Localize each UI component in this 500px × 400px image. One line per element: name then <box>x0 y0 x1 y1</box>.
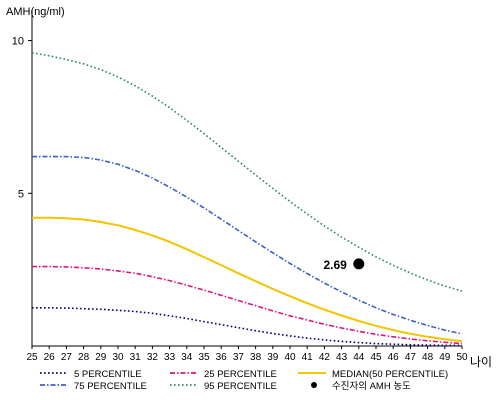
patient-amh-value-label: 2.69 <box>323 258 347 272</box>
x-tick-label-43: 43 <box>336 352 348 363</box>
x-tick-label-40: 40 <box>284 352 296 363</box>
legend-label--amh-: 수진자의 AMH 농도 <box>332 381 411 392</box>
x-tick-label-47: 47 <box>405 352 417 363</box>
x-tick-label-28: 28 <box>78 352 90 363</box>
x-tick-label-34: 34 <box>181 352 193 363</box>
legend: 5 PERCENTILE 25 PERCENTILE MEDIAN(50 PERCE… <box>40 369 448 392</box>
x-tick-label-49: 49 <box>439 352 451 363</box>
x-tick-label-25: 25 <box>26 352 38 363</box>
legend-label-75-percentile: 75 PERCENTILE <box>74 381 147 392</box>
patient-marker-group: 2.69 <box>323 258 365 272</box>
x-tick-label-50: 50 <box>456 352 468 363</box>
series-lines <box>31 52 463 347</box>
x-tick-label-31: 31 <box>130 352 142 363</box>
legend-marker-patient <box>311 382 317 388</box>
axes <box>31 10 462 347</box>
series-line-median-50-percentile- <box>32 216 463 343</box>
x-tick-label-37: 37 <box>233 352 245 363</box>
x-tick-label-33: 33 <box>164 352 176 363</box>
x-tick-label-44: 44 <box>353 352 365 363</box>
x-tick-label-46: 46 <box>388 352 400 363</box>
x-ticks: 25 26 27 28 29 30 31 32 33 34 35 36 37 38 39 40 41 42 43 44… <box>26 346 468 363</box>
series-line-75-percentile <box>32 155 463 335</box>
x-tick-label-38: 38 <box>250 352 262 363</box>
legend-label-95-percentile: 95 PERCENTILE <box>204 381 277 392</box>
x-tick-label-42: 42 <box>319 352 331 363</box>
x-tick-label-41: 41 <box>302 352 314 363</box>
y-tick-label-10: 10 <box>12 36 24 48</box>
y-ticks: 5 10 <box>12 36 32 200</box>
x-tick-label-36: 36 <box>216 352 228 363</box>
x-tick-label-35: 35 <box>198 352 210 363</box>
x-tick-label-48: 48 <box>422 352 434 363</box>
legend-label-median-50-percentile-: MEDIAN(50 PERCENTILE) <box>332 369 448 380</box>
series-line-5-percentile <box>32 306 462 347</box>
legend-label-5-percentile: 5 PERCENTILE <box>74 369 142 380</box>
x-tick-label-27: 27 <box>61 352 73 363</box>
x-tick-label-32: 32 <box>147 352 159 363</box>
y-axis-label: AMH(ng/ml) <box>6 6 65 18</box>
patient-amh-point <box>353 258 365 270</box>
x-tick-label-39: 39 <box>267 352 279 363</box>
legend-label-25-percentile: 25 PERCENTILE <box>204 369 277 380</box>
x-tick-label-29: 29 <box>95 352 107 363</box>
x-axis-label: 나이 <box>470 355 492 369</box>
y-tick-label-5: 5 <box>18 188 24 200</box>
x-tick-label-45: 45 <box>370 352 382 363</box>
series-line-95-percentile <box>31 52 463 292</box>
x-tick-label-30: 30 <box>112 352 124 363</box>
x-tick-label-26: 26 <box>44 352 56 363</box>
